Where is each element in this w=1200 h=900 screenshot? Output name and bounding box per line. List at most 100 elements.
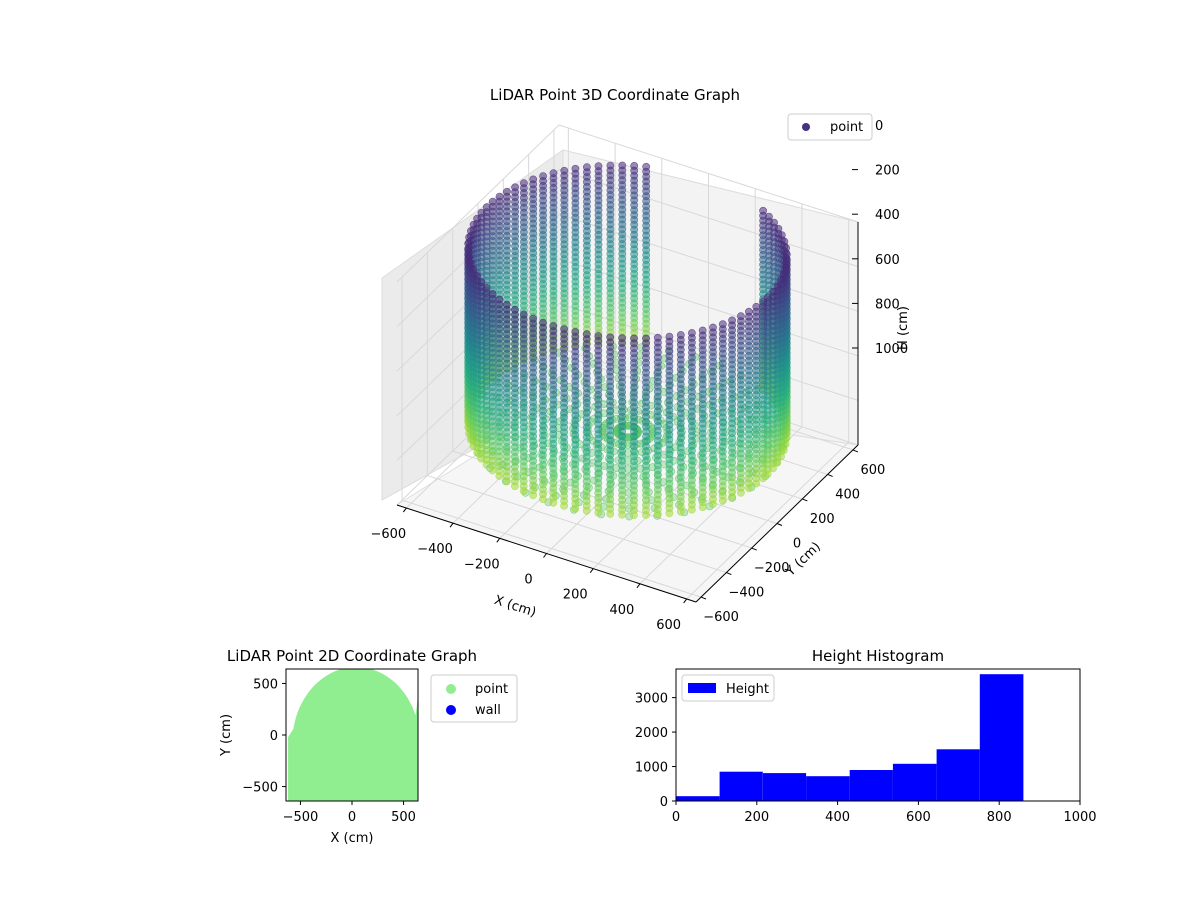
chart-title-2d: LiDAR Point 2D Coordinate Graph xyxy=(227,647,477,665)
histogram-bar xyxy=(936,749,980,801)
legend-3d-marker xyxy=(802,123,810,131)
point-cloud xyxy=(464,161,791,521)
x-tick-3d xyxy=(496,538,501,543)
lidar-point xyxy=(560,501,568,510)
y-tick-label-2d: −500 xyxy=(242,781,278,796)
x-axis-label-2d: X (cm) xyxy=(331,831,374,846)
x-tick-label-3d: −400 xyxy=(417,542,453,557)
lidar-point xyxy=(549,498,558,507)
z-tick-label-3d: 600 xyxy=(875,253,900,268)
grid-line-z xyxy=(396,169,859,327)
y-tick-label-hist: 0 xyxy=(660,795,668,810)
lidar-point xyxy=(688,505,696,514)
x-tick-label-hist: 800 xyxy=(987,810,1012,825)
grid-line-z xyxy=(396,213,859,372)
x-tick-label-3d: −200 xyxy=(464,557,500,572)
y-tick-label-3d: −600 xyxy=(703,610,739,625)
lidar-point xyxy=(488,466,497,475)
histogram-bar xyxy=(849,770,893,801)
lidar-point xyxy=(653,510,662,519)
lidar-point xyxy=(594,508,603,517)
legend-hist-label: Height xyxy=(726,682,769,697)
legend-2d-point-marker xyxy=(446,684,456,694)
scatter-3d-plot: LiDAR Point 3D Coordinate Graph −600 −400… xyxy=(370,86,911,633)
x-tick-3d xyxy=(543,553,547,558)
y-tick-3d xyxy=(751,547,757,551)
lidar-point xyxy=(728,493,736,501)
x-axis-label-3d: X (cm) xyxy=(492,593,538,621)
histogram-bar xyxy=(762,773,807,801)
y-tick-3d xyxy=(852,449,859,453)
histogram-bar xyxy=(979,674,1024,801)
legend-3d-label: point xyxy=(830,120,863,135)
grid-line-z xyxy=(396,124,859,283)
chart-title-hist: Height Histogram xyxy=(812,647,944,665)
histogram-plot: Height Histogram 0 200 400 600 800 1000 0 1000 2… xyxy=(635,647,1097,825)
y-tick-label-3d: −400 xyxy=(729,586,765,601)
x-tick-3d xyxy=(449,522,454,528)
y-tick-label-3d: 600 xyxy=(861,463,886,478)
lidar-point xyxy=(676,507,685,516)
x-tick-label-2d: 500 xyxy=(391,810,416,825)
legend-2d-wall-marker xyxy=(446,705,456,715)
y-tick-3d xyxy=(802,498,808,502)
lidar-point xyxy=(529,491,537,500)
y-axis-label-2d: Y (cm) xyxy=(219,714,234,757)
lidar-point xyxy=(698,503,707,511)
y-tick-label-3d: 200 xyxy=(810,512,835,527)
legend-2d: point wall xyxy=(430,674,518,723)
axis-ticks-3d: −600−400−2000200400600−600−400−200020040… xyxy=(370,119,908,633)
y-tick-3d xyxy=(827,473,833,477)
y-tick-label-3d: 400 xyxy=(835,487,860,502)
histogram-bar xyxy=(892,763,937,801)
x-tick-label-hist: 400 xyxy=(825,810,850,825)
legend-3d-box xyxy=(787,113,873,141)
lidar-point xyxy=(642,511,650,519)
axis-ticks-hist: 0 200 400 600 800 1000 0 1000 2000 3000 xyxy=(635,692,1097,825)
x-tick-3d xyxy=(589,568,594,573)
x-tick-label-3d: 400 xyxy=(610,603,635,618)
lidar-point xyxy=(737,488,745,497)
z-tick-label-3d: 400 xyxy=(875,208,900,223)
lidar-point xyxy=(709,500,717,508)
lidar-point xyxy=(495,472,504,480)
legend-2d-point-label: point xyxy=(475,682,508,697)
lidar-point xyxy=(571,504,580,513)
x-tick-label-3d: −600 xyxy=(370,527,406,542)
lidar-point xyxy=(519,487,528,495)
x-tick-label-3d: 0 xyxy=(524,573,532,588)
lidar-point xyxy=(718,496,727,505)
y-axis-label-3d: Y (cm) xyxy=(783,539,824,580)
scatter-2d-plot: LiDAR Point 2D Coordinate Graph −500 0 500… xyxy=(219,647,518,846)
lidar-point xyxy=(539,495,547,504)
axis-ticks-2d: −500 0 500 −500 0 500 xyxy=(242,677,416,825)
y-tick-label-2d: 0 xyxy=(270,729,278,744)
point-region xyxy=(288,669,418,801)
x-tick-label-2d: 0 xyxy=(348,810,356,825)
lidar-point xyxy=(759,474,767,483)
y-tick-label-2d: 500 xyxy=(253,677,278,692)
x-tick-label-hist: 200 xyxy=(744,810,769,825)
x-tick-label-hist: 0 xyxy=(672,810,680,825)
z-tick-label-3d: 200 xyxy=(875,164,900,179)
lidar-point xyxy=(665,509,674,518)
lidar-point xyxy=(745,484,753,493)
y-tick-3d xyxy=(726,572,732,576)
x-tick-label-3d: 600 xyxy=(656,618,681,633)
lidar-point xyxy=(582,506,591,515)
x-tick-label-hist: 1000 xyxy=(1063,810,1096,825)
legend-2d-wall-label: wall xyxy=(475,703,501,718)
histogram-bar xyxy=(719,771,763,801)
lidar-point xyxy=(502,477,511,486)
chart-title-3d: LiDAR Point 3D Coordinate Graph xyxy=(490,86,740,104)
lidar-point xyxy=(511,482,519,491)
legend-3d: point xyxy=(787,113,873,141)
y-tick-label-hist: 2000 xyxy=(635,726,668,741)
y-tick-label-hist: 1000 xyxy=(635,761,668,776)
x-tick-label-hist: 600 xyxy=(906,810,931,825)
lidar-point xyxy=(630,511,638,519)
x-tick-3d xyxy=(683,598,688,604)
z-axis-label-3d: H (cm) xyxy=(896,306,911,350)
y-tick-3d xyxy=(776,523,783,526)
